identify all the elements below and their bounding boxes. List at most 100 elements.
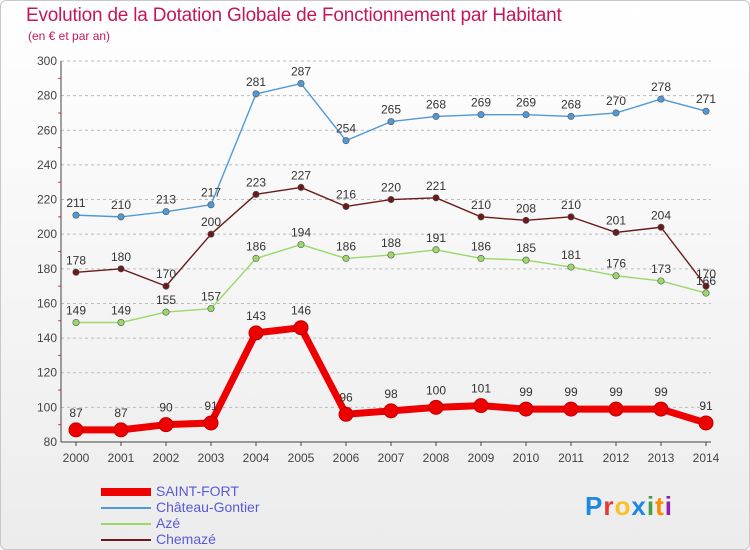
data-point-aze xyxy=(297,241,305,249)
legend-label-chemaze: Chemazé xyxy=(156,531,216,547)
logo-letter: i xyxy=(646,491,656,521)
data-point-chateau-gontier xyxy=(342,137,350,145)
data-label-chemaze: 200 xyxy=(201,215,221,229)
data-label-chemaze: 201 xyxy=(606,213,626,227)
data-label-chateau-gontier: 254 xyxy=(336,122,356,136)
data-point-aze xyxy=(432,246,440,254)
data-label-chateau-gontier: 217 xyxy=(201,186,221,200)
x-tick-label: 2007 xyxy=(378,451,405,465)
logo-letter: r xyxy=(603,491,615,521)
data-label-aze: 166 xyxy=(696,274,716,288)
data-label-saint-fort: 87 xyxy=(114,406,128,420)
data-label-aze: 194 xyxy=(291,226,311,240)
data-point-chemaze xyxy=(117,265,125,273)
data-point-chateau-gontier xyxy=(567,112,575,120)
data-label-chemaze: 210 xyxy=(471,198,491,212)
data-label-saint-fort: 98 xyxy=(384,387,398,401)
logo-letter: t xyxy=(655,491,665,521)
data-point-saint-fort xyxy=(248,325,264,341)
data-label-aze: 176 xyxy=(606,257,626,271)
x-tick-label: 2000 xyxy=(63,451,90,465)
data-point-saint-fort xyxy=(563,401,579,417)
x-tick-label: 2013 xyxy=(648,451,675,465)
data-point-saint-fort xyxy=(653,401,669,417)
data-point-chateau-gontier xyxy=(522,111,530,119)
data-point-aze xyxy=(117,319,125,327)
data-point-aze xyxy=(612,272,620,280)
data-point-saint-fort xyxy=(68,422,84,438)
data-point-chateau-gontier xyxy=(477,111,485,119)
data-point-aze xyxy=(387,251,395,259)
data-label-chateau-gontier: 269 xyxy=(516,96,536,110)
data-label-chateau-gontier: 213 xyxy=(156,193,176,207)
logo-letter: P xyxy=(585,491,604,521)
x-tick-label: 2001 xyxy=(108,451,135,465)
data-point-chateau-gontier xyxy=(162,208,170,216)
data-point-saint-fort xyxy=(518,401,534,417)
data-label-aze: 149 xyxy=(111,304,131,318)
data-point-aze xyxy=(477,254,485,262)
legend-label-aze: Azé xyxy=(156,515,181,531)
data-point-chemaze xyxy=(432,194,440,202)
data-label-chemaze: 170 xyxy=(156,267,176,281)
data-point-chemaze xyxy=(342,202,350,210)
data-label-saint-fort: 91 xyxy=(699,399,713,413)
data-point-aze xyxy=(522,256,530,264)
data-label-chemaze: 210 xyxy=(561,198,581,212)
data-point-chemaze xyxy=(522,216,530,224)
data-label-aze: 191 xyxy=(426,231,446,245)
x-tick-label: 2005 xyxy=(288,451,315,465)
data-point-aze xyxy=(657,277,665,285)
data-label-chemaze: 180 xyxy=(111,250,131,264)
data-label-chateau-gontier: 287 xyxy=(291,65,311,79)
data-point-saint-fort xyxy=(158,417,174,433)
data-label-chateau-gontier: 268 xyxy=(561,97,581,111)
data-point-chateau-gontier xyxy=(387,118,395,126)
data-label-saint-fort: 99 xyxy=(564,385,578,399)
x-tick-label: 2014 xyxy=(693,451,720,465)
chart-subtitle: (en € et par an) xyxy=(28,29,111,43)
y-tick-label: 140 xyxy=(37,331,57,345)
y-tick-label: 80 xyxy=(44,435,58,449)
x-tick-label: 2002 xyxy=(153,451,180,465)
data-label-chemaze: 216 xyxy=(336,187,356,201)
data-label-aze: 186 xyxy=(336,239,356,253)
data-point-chemaze xyxy=(612,228,620,236)
data-point-aze xyxy=(702,289,710,297)
data-point-saint-fort xyxy=(203,415,219,431)
data-label-aze: 186 xyxy=(246,239,266,253)
data-label-chemaze: 220 xyxy=(381,181,401,195)
data-point-chemaze xyxy=(207,230,215,238)
data-label-saint-fort: 143 xyxy=(246,309,266,323)
data-label-chateau-gontier: 211 xyxy=(66,196,85,210)
logo-letter: o xyxy=(614,491,632,521)
data-label-aze: 186 xyxy=(471,239,491,253)
y-tick-label: 200 xyxy=(37,227,57,241)
data-point-chateau-gontier xyxy=(297,80,305,88)
data-point-aze xyxy=(567,263,575,271)
x-tick-label: 2011 xyxy=(558,451,584,465)
proxiti-logo: Proxiti xyxy=(585,491,673,522)
data-point-aze xyxy=(342,254,350,262)
data-point-saint-fort xyxy=(428,399,444,415)
data-point-chateau-gontier xyxy=(207,201,215,209)
data-label-aze: 188 xyxy=(381,236,401,250)
x-tick-label: 2012 xyxy=(603,451,630,465)
y-tick-label: 100 xyxy=(37,400,57,414)
data-point-chemaze xyxy=(162,282,170,290)
data-point-aze xyxy=(207,305,215,313)
data-point-saint-fort xyxy=(608,401,624,417)
data-label-chateau-gontier: 270 xyxy=(606,94,626,108)
data-point-aze xyxy=(72,319,80,327)
data-point-chateau-gontier xyxy=(612,109,620,117)
data-point-chemaze xyxy=(567,213,575,221)
data-point-chateau-gontier xyxy=(252,90,260,98)
y-tick-label: 120 xyxy=(37,366,57,380)
data-label-chemaze: 221 xyxy=(426,179,446,193)
data-point-saint-fort xyxy=(113,422,129,438)
data-point-chemaze xyxy=(702,282,710,290)
data-label-aze: 181 xyxy=(561,248,581,262)
data-point-chemaze xyxy=(657,223,665,231)
data-label-chateau-gontier: 271 xyxy=(696,92,716,106)
legend-label-chateau-gontier: Château-Gontier xyxy=(156,499,260,515)
